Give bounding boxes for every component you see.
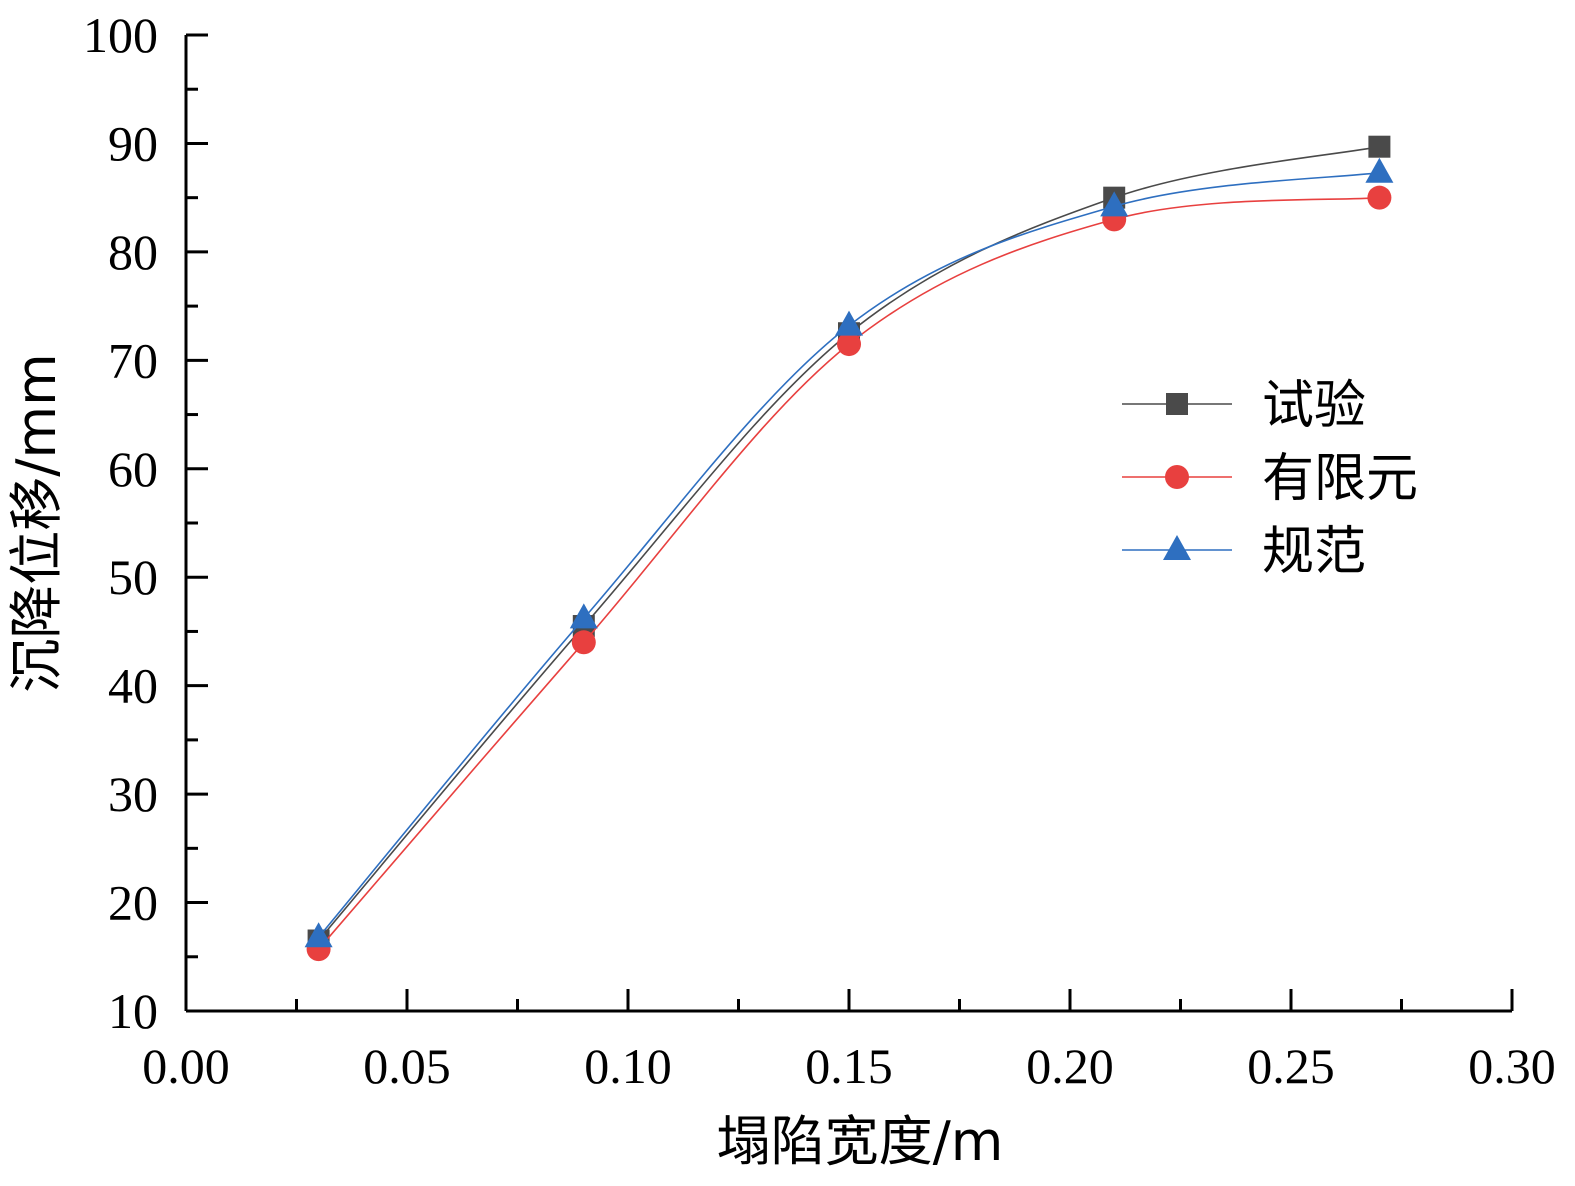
x-tick-label: 0.25 [1247,1038,1335,1094]
data-point [835,310,863,336]
legend-item: 规范 [1122,522,1366,582]
data-point [571,630,596,655]
x-tick-label: 0.30 [1468,1038,1556,1094]
y-tick-label: 50 [108,549,158,605]
axes: 10 20 30 40 50 60 70 80 90 100 0.00 0.05 0.10 0.15 0.2… [83,7,1556,1094]
series-2 [304,157,1394,948]
data-point [1100,191,1129,217]
data-point [569,603,598,629]
data-point [1365,157,1394,183]
x-tick-label: 0.15 [805,1038,893,1094]
y-tick-label: 90 [108,115,158,171]
y-tick-label: 60 [108,441,158,497]
legend-marker [1163,535,1191,560]
data-point [304,922,333,948]
series-line [317,145,1380,942]
y-tick-label: 30 [108,766,158,822]
legend-marker [1166,393,1188,415]
x-tick-label: 0.10 [584,1038,672,1094]
series-1 [306,185,1392,962]
series-layer [304,135,1394,962]
x-tick-label: 0.00 [142,1038,230,1094]
data-point [1367,185,1392,210]
data-point [1368,135,1391,158]
y-tick-label: 40 [108,658,158,714]
legend-label: 规范 [1262,522,1366,582]
legend-label: 试验 [1262,376,1366,436]
y-tick-label: 100 [83,7,158,63]
legend-marker [1165,465,1189,489]
y-tick-label: 70 [108,332,158,388]
y-tick-label: 20 [108,875,158,931]
y-tick-label: 10 [108,983,158,1039]
x-tick-label: 0.20 [1026,1038,1114,1094]
x-axis-title: 塌陷宽度/m [717,1110,1004,1173]
series-line [317,171,1380,938]
legend-item: 有限元 [1122,449,1418,509]
y-tick-label: 80 [108,224,158,280]
y-axis-title: 沉降位移/mm [5,353,68,692]
legend-item: 试验 [1122,376,1366,436]
series-0 [307,135,1391,952]
legend-label: 有限元 [1262,449,1418,509]
data-point [837,332,861,357]
series-line [317,196,1380,950]
x-tick-label: 0.05 [363,1038,451,1094]
